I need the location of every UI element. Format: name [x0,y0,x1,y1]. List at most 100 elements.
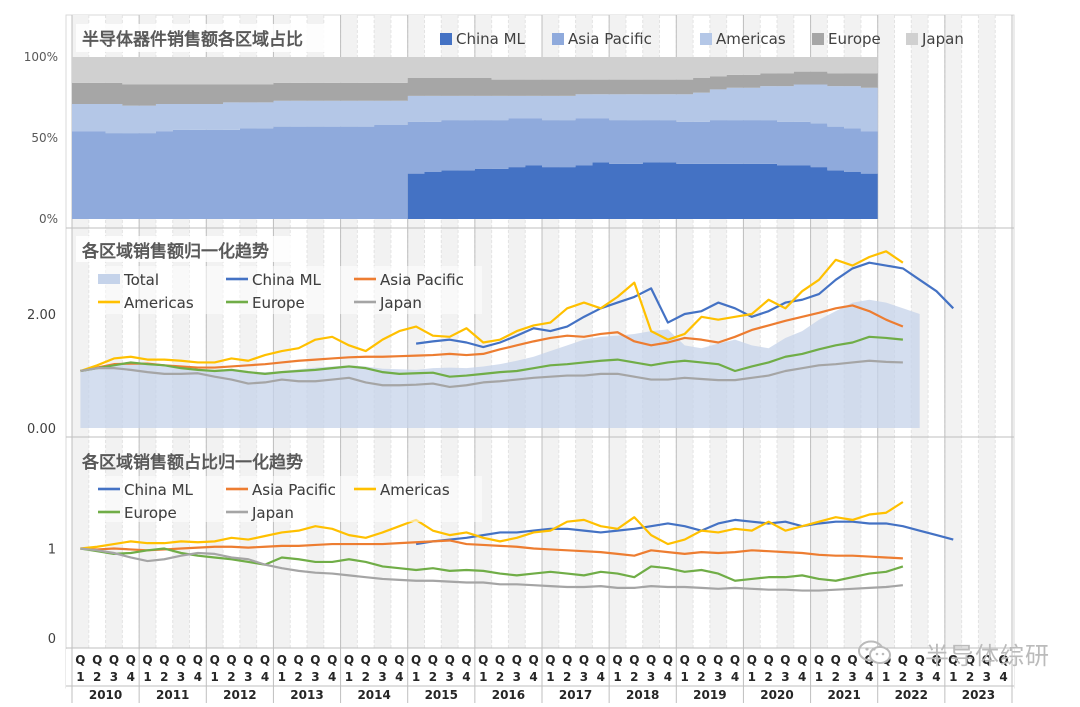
x-tick-quarter-num: 1 [479,670,487,684]
x-tick-year: 2019 [693,688,726,702]
x-tick-quarter: Q [982,653,992,667]
x-tick-year: 2020 [760,688,793,702]
legend-label: Total [123,271,159,289]
y-tick-label: 100% [24,50,58,64]
x-tick-quarter-num: 3 [513,670,521,684]
series-asia-pacific [80,539,903,560]
x-tick-quarter-num: 2 [429,670,437,684]
x-tick-quarter: Q [931,653,941,667]
x-axis-bg [66,649,1014,703]
x-tick-quarter: Q [646,653,656,667]
area-asia-pacific [72,118,878,219]
x-tick-quarter: Q [159,653,169,667]
x-tick-year: 2010 [89,688,122,702]
x-tick-quarter: Q [831,653,841,667]
x-tick-quarter: Q [310,653,320,667]
x-tick-quarter-num: 1 [546,670,554,684]
x-tick-quarter-num: 2 [362,670,370,684]
x-tick-quarter: Q [109,653,119,667]
legend: China ML Asia Pacific Americas Europe Japan [98,481,450,522]
y-tick-label: 0.00 [27,422,56,437]
share-area-chart: 0% 50% 100% 半导体器件销售额各区域占比 China ML Asia Pacif… [24,24,964,226]
x-tick-quarter-num: 3 [311,670,319,684]
x-tick-quarter: Q [210,653,220,667]
legend: China ML Asia Pacific Americas Europe Japan [440,30,964,48]
x-tick-quarter: Q [277,653,287,667]
legend-swatch [440,33,452,45]
x-tick-quarter: Q [529,653,539,667]
x-tick-quarter: Q [797,653,807,667]
x-tick-quarter: Q [612,653,622,667]
x-tick-quarter: Q [512,653,522,667]
x-tick-quarter-num: 1 [210,670,218,684]
legend-label: Americas [124,294,194,312]
x-tick-year: 2015 [425,688,458,702]
x-tick-quarter-num: 2 [294,670,302,684]
x-tick-quarter: Q [126,653,136,667]
series-china-ml [415,261,955,349]
legend-label: Japan [921,30,964,48]
x-tick-quarter: Q [847,653,857,667]
x-tick-quarter-num: 1 [143,670,151,684]
y-tick-label: 2.00 [27,308,56,323]
x-tick-quarter-num: 1 [815,670,823,684]
x-tick-quarter-num: 1 [278,670,286,684]
x-tick-quarter: Q [445,653,455,667]
x-tick-quarter-num: 3 [915,670,923,684]
legend: Total China ML Asia Pacific Americas Europe J… [98,271,464,312]
x-tick-quarter: Q [915,653,925,667]
x-tick-quarter: Q [696,653,706,667]
x-tick-quarter: Q [713,653,723,667]
x-tick-quarter-num: 4 [731,670,739,684]
x-tick-quarter: Q [361,653,371,667]
legend-label: Asia Pacific [568,30,652,48]
area-china-ml [72,162,878,219]
grid-band [978,15,996,648]
x-tick-quarter: Q [898,653,908,667]
x-tick-quarter: Q [663,653,673,667]
x-tick-quarter-num: 1 [748,670,756,684]
x-tick-quarter-num: 2 [764,670,772,684]
x-tick-quarter-num: 3 [244,670,252,684]
x-tick-quarter: Q [629,653,639,667]
legend-swatch [906,33,918,45]
legend-swatch [552,33,564,45]
x-tick-quarter: Q [965,653,975,667]
x-tick-year: 2013 [290,688,323,702]
series-asia-pacific [80,304,904,373]
x-tick-quarter-num: 4 [798,670,806,684]
x-tick-quarter-num: 2 [697,670,705,684]
x-tick-quarter-num: 3 [848,670,856,684]
x-tick-quarter-num: 2 [966,670,974,684]
x-tick-quarter: Q [92,653,102,667]
x-tick-quarter: Q [730,653,740,667]
x-tick-quarter-num: 1 [76,670,84,684]
series-total [80,299,920,428]
y-tick-label: 0% [39,212,58,226]
legend-label: Asia Pacific [252,481,336,499]
x-tick-quarter-num: 4 [462,670,470,684]
x-tick-quarter: Q [545,653,555,667]
x-tick-quarter: Q [226,653,236,667]
series-japan [80,547,904,592]
x-tick-quarter-num: 3 [378,670,386,684]
x-tick-quarter: Q [495,653,505,667]
x-tick-quarter: Q [562,653,572,667]
legend-label: Japan [379,294,422,312]
x-tick-quarter: Q [747,653,757,667]
y-tick-label: 0 [48,632,56,647]
legend-label: Americas [716,30,786,48]
wechat-icon [858,640,892,666]
x-tick-quarter-num: 1 [613,670,621,684]
x-tick-quarter-num: 1 [949,670,957,684]
x-tick-quarter: Q [294,653,304,667]
x-tick-year: 2014 [357,688,390,702]
x-tick-quarter: Q [780,653,790,667]
x-tick-quarter: Q [193,653,203,667]
legend-label: China ML [456,30,526,48]
x-tick-quarter-num: 3 [647,670,655,684]
x-tick-quarter: Q [394,653,404,667]
x-tick-quarter-num: 2 [899,670,907,684]
x-tick-quarter-num: 4 [395,670,403,684]
legend-label: Europe [828,30,881,48]
